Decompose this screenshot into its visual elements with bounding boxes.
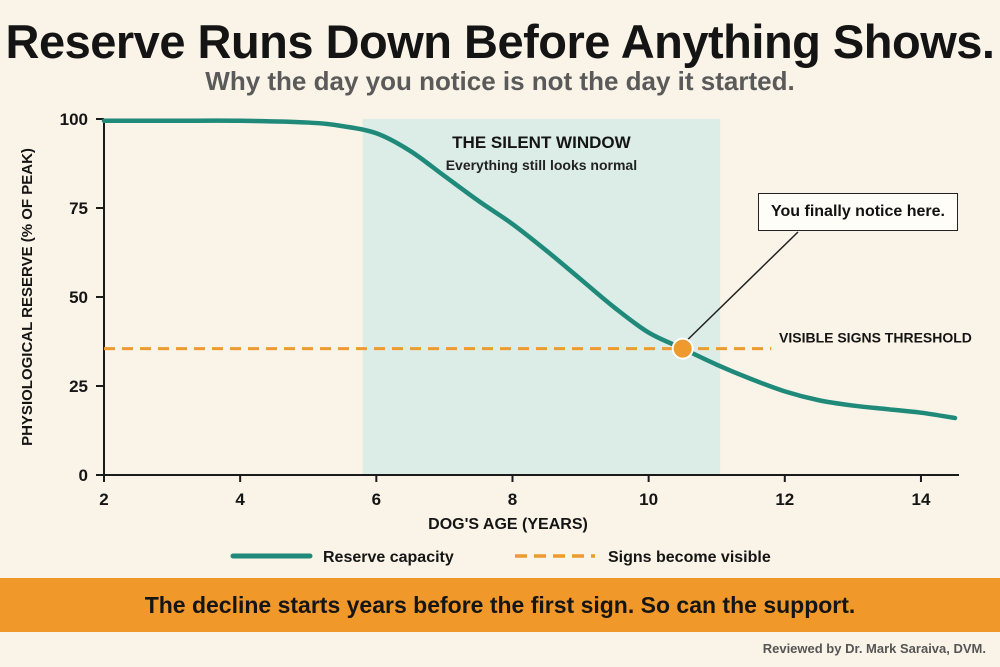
threshold-label: VISIBLE SIGNS THRESHOLD bbox=[779, 330, 972, 346]
legend-label-reserve-capacity: Reserve capacity bbox=[323, 549, 454, 566]
silent-window-subtitle: Everything still looks normal bbox=[446, 157, 637, 173]
legend: Reserve capacity Signs become visible bbox=[230, 549, 771, 566]
banner-text: The decline starts years before the firs… bbox=[144, 592, 856, 618]
callout-leader-line bbox=[686, 231, 799, 342]
y-tick-label: 50 bbox=[69, 288, 88, 307]
x-tick-label: 4 bbox=[235, 490, 245, 509]
y-tick-label: 25 bbox=[69, 377, 88, 396]
bottom-banner bbox=[0, 578, 1000, 632]
x-tick-label: 14 bbox=[911, 490, 930, 509]
reviewer-credit: Reviewed by Dr. Mark Saraiva, DVM. bbox=[762, 641, 986, 656]
chart-canvas: THE SILENT WINDOW Everything still looks… bbox=[19, 110, 972, 566]
callout-box: You finally notice here. bbox=[758, 193, 958, 231]
notice-point-marker bbox=[671, 337, 694, 360]
y-tick-label: 100 bbox=[60, 110, 88, 129]
x-tick-label: 10 bbox=[639, 490, 658, 509]
x-tick-label: 2 bbox=[99, 490, 108, 509]
legend-label-signs-visible: Signs become visible bbox=[608, 549, 771, 566]
series-line-reserve-capacity bbox=[101, 118, 958, 421]
x-axis-label: DOG'S AGE (YEARS) bbox=[428, 516, 588, 533]
y-tick-label: 0 bbox=[79, 466, 88, 485]
silent-window-region bbox=[362, 119, 721, 475]
chart-title: Reserve Runs Down Before Anything Shows. bbox=[5, 15, 995, 68]
y-axis-label: PHYSIOLOGICAL RESERVE (% OF PEAK) bbox=[19, 148, 36, 446]
silent-window-title: THE SILENT WINDOW bbox=[452, 133, 631, 152]
x-tick-label: 8 bbox=[508, 490, 517, 509]
x-tick-label: 6 bbox=[372, 490, 381, 509]
y-tick-label: 75 bbox=[69, 199, 88, 218]
chart-subtitle: Why the day you notice is not the day it… bbox=[205, 66, 795, 96]
chart-axes: 0 25 50 75 100 2 4 6 8 10 12 14 bbox=[60, 110, 959, 509]
x-tick-label: 12 bbox=[775, 490, 794, 509]
